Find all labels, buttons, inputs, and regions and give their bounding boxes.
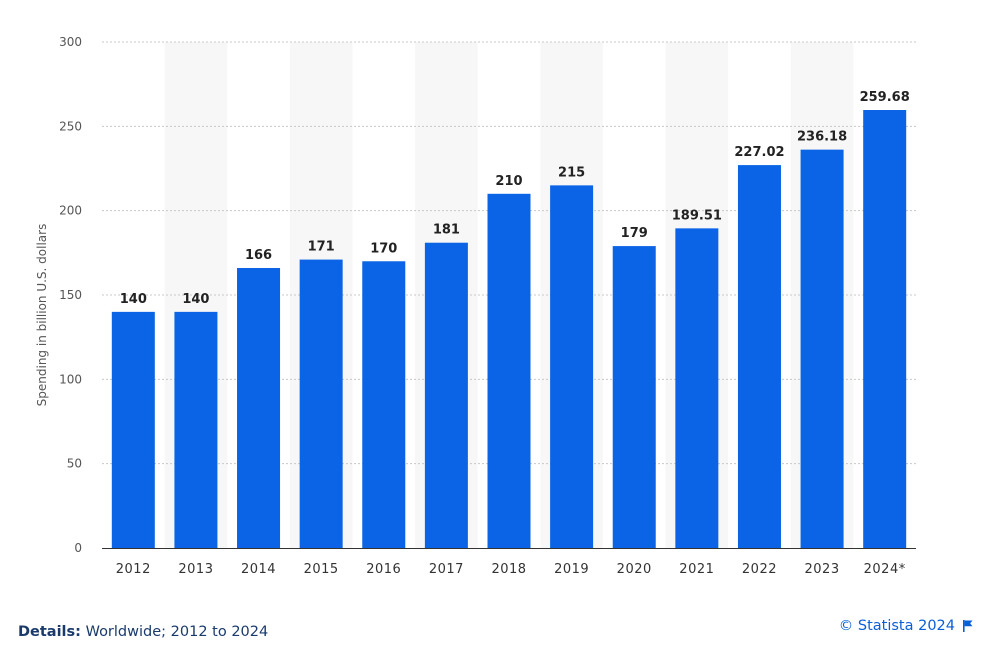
bar[interactable]	[111, 311, 155, 548]
bar-chart: 0 50 100 150 200 250 300 140 140 166 171 170 181 210…	[35, 35, 916, 577]
x-tick-label: 2012	[116, 562, 151, 577]
x-tick-label: 2013	[178, 562, 213, 577]
x-tick-label: 2016	[366, 562, 401, 577]
data-label: 179	[621, 226, 648, 241]
data-label: 181	[433, 223, 460, 238]
bar[interactable]	[550, 185, 594, 548]
data-label: 259.68	[860, 90, 910, 105]
y-tick-label: 200	[59, 204, 82, 218]
y-tick-label: 100	[59, 372, 82, 386]
bar[interactable]	[237, 268, 281, 548]
bar[interactable]	[612, 246, 656, 548]
data-label: 166	[245, 248, 272, 263]
bar[interactable]	[863, 110, 907, 548]
bar[interactable]	[800, 149, 844, 548]
y-tick-label: 300	[59, 35, 82, 49]
bars	[111, 110, 907, 549]
data-label: 140	[182, 292, 209, 307]
x-tick-label: 2014	[241, 562, 276, 577]
y-tick-label: 150	[59, 288, 82, 302]
bar[interactable]	[424, 242, 468, 549]
x-tick-label: 2017	[429, 562, 464, 577]
data-label: 210	[495, 174, 522, 189]
data-label: 236.18	[797, 130, 847, 145]
copyright-footer[interactable]: © Statista 2024	[839, 618, 973, 634]
y-axis-title: Spending in billion U.S. dollars	[35, 224, 49, 407]
x-tick-label: 2015	[304, 562, 339, 577]
details-text: Worldwide; 2012 to 2024	[85, 624, 269, 640]
x-tick-label: 2024*	[864, 562, 906, 577]
x-tick-label: 2018	[491, 562, 526, 577]
data-label: 140	[120, 292, 147, 307]
flag-icon[interactable]	[963, 620, 973, 632]
y-tick-label: 50	[67, 457, 82, 471]
data-label: 227.02	[734, 145, 784, 160]
data-label: 170	[370, 241, 397, 256]
bar[interactable]	[487, 193, 531, 549]
x-tick-label: 2020	[617, 562, 652, 577]
copyright-text[interactable]: © Statista 2024	[838, 618, 955, 634]
data-label: 189.51	[672, 208, 722, 223]
x-tick-label: 2021	[679, 562, 714, 577]
bar[interactable]	[675, 228, 719, 548]
bar[interactable]	[737, 165, 781, 548]
bar[interactable]	[362, 261, 406, 548]
x-axis-ticks: 2012 2013 2014 2015 2016 2017 2018 2019 2020 2021…	[116, 562, 906, 577]
y-tick-label: 0	[74, 541, 82, 555]
x-tick-label: 2022	[742, 562, 777, 577]
data-label: 215	[558, 165, 585, 180]
bar[interactable]	[174, 311, 218, 548]
bar[interactable]	[299, 259, 343, 548]
x-tick-label: 2019	[554, 562, 589, 577]
details-label: Details:	[18, 624, 81, 640]
y-tick-label: 250	[59, 119, 82, 133]
data-label: 171	[308, 240, 335, 255]
details-footer: Details: Worldwide; 2012 to 2024	[18, 624, 268, 640]
x-tick-label: 2023	[805, 562, 840, 577]
y-axis-ticks: 0 50 100 150 200 250 300	[59, 35, 82, 555]
data-labels: 140 140 166 171 170 181 210 215 179 189.51 227.02 2…	[120, 90, 910, 307]
